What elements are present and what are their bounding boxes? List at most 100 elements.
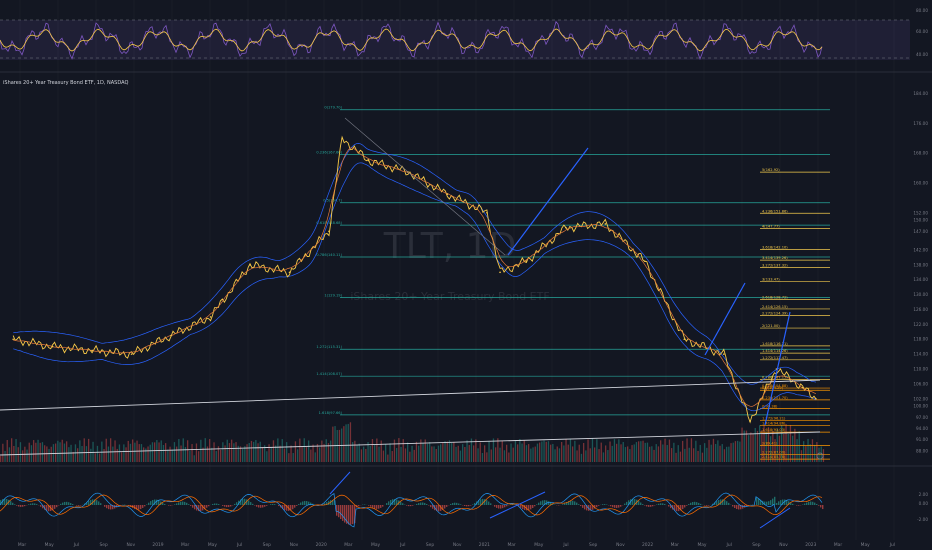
volume-bar — [572, 446, 574, 462]
macd-histogram-bar — [452, 503, 454, 505]
macd-histogram-bar — [96, 500, 98, 505]
blue-trendline-2022b[interactable] — [764, 311, 791, 426]
volume-bar — [294, 441, 297, 462]
macd-histogram-bar — [722, 499, 724, 505]
macd-histogram-bar — [112, 505, 114, 510]
macd-histogram-bar — [704, 505, 706, 506]
macd-histogram-bar — [436, 505, 438, 512]
volume-bar — [655, 444, 657, 462]
macd-pane[interactable] — [0, 471, 824, 529]
volume-bar — [279, 445, 281, 462]
rsi-axis[interactable]: 80.00 60.00 40.00 — [916, 8, 928, 57]
volume-bar — [165, 443, 167, 462]
long-trendline-lower[interactable] — [0, 431, 821, 456]
macd-histogram-bar — [664, 503, 666, 505]
macd-histogram-bar — [16, 505, 18, 506]
rsi-pane[interactable] — [0, 19, 910, 61]
volume-bar — [292, 453, 294, 462]
time-tick-label: Jul — [236, 542, 242, 548]
volume-bar — [743, 430, 745, 462]
volume-bar — [178, 439, 180, 462]
macd-histogram-bar — [484, 499, 486, 505]
macd-histogram-bar — [154, 499, 156, 505]
fib-extension-label: 2.414(85.78) — [762, 455, 786, 459]
volume-bar — [792, 435, 794, 462]
macd-histogram-bar — [62, 502, 64, 505]
macd-histogram-bar — [266, 505, 268, 506]
blue-trendline-2021[interactable] — [507, 147, 589, 256]
volume-bar — [706, 447, 708, 462]
time-tick-label: Sep — [426, 542, 434, 548]
macd-histogram-bar — [242, 498, 244, 505]
volume-bar — [354, 440, 356, 462]
volume-bar — [710, 444, 712, 462]
macd-histogram-bar — [506, 505, 508, 507]
macd-histogram-bar — [700, 503, 702, 505]
macd-histogram-bar — [706, 505, 708, 506]
price-axis[interactable]: 184.00 176.00 168.00 160.00 152.00 150.00 147.… — [913, 91, 928, 453]
price-tick-label: 91.00 — [916, 437, 928, 442]
macd-histogram-bar — [742, 505, 744, 509]
volume-bar — [580, 453, 583, 462]
volume-bar — [745, 430, 748, 462]
macd-histogram-bar — [784, 499, 786, 505]
volume-bar — [107, 446, 110, 462]
macd-histogram-bar — [342, 505, 344, 521]
long-trendline-upper[interactable] — [0, 379, 821, 411]
macd-trendline-1[interactable] — [489, 491, 546, 519]
volume-bar — [4, 450, 6, 462]
macd-histogram-bar — [524, 505, 526, 510]
volume-bar — [490, 449, 492, 462]
macd-histogram-bar — [32, 503, 34, 505]
blue-trendline-2022[interactable] — [704, 282, 746, 356]
volume-bar — [477, 448, 479, 462]
macd-histogram-bar — [382, 505, 384, 507]
volume-bar — [123, 444, 125, 462]
macd-histogram-bar — [522, 505, 524, 510]
time-tick-label: Sep — [589, 542, 597, 548]
fib-retracement-lines[interactable]: 0(179.70)0.236(167.66)0.5(154.7)0.618(14… — [316, 106, 830, 460]
macd-histogram-bar — [814, 502, 816, 505]
volume-bar — [435, 449, 437, 462]
volume-bar — [671, 448, 673, 462]
price-tick-label: 176.00 — [913, 121, 928, 126]
volume-bar — [613, 439, 616, 462]
volume-bar — [404, 448, 407, 462]
macd-tick-label: 0.00 — [919, 501, 929, 506]
volume-bar — [699, 444, 701, 462]
macd-trendline-2[interactable] — [759, 507, 791, 529]
volume-bar — [365, 448, 367, 462]
volume-bar — [374, 445, 376, 462]
macd-axis[interactable]: 2.00 0.00 -2.00 — [917, 492, 928, 522]
grey-trendline-2020[interactable] — [344, 117, 506, 256]
volume-bar — [92, 441, 94, 462]
volume-bar — [587, 439, 589, 462]
macd-histogram-bar — [416, 503, 418, 505]
macd-histogram-bar — [272, 503, 274, 505]
volume-bar — [717, 440, 719, 462]
macd-histogram-bar — [270, 504, 272, 505]
volume-bar — [532, 447, 534, 462]
volume-bar — [312, 444, 314, 462]
macd-histogram-bar — [284, 505, 286, 511]
fib-extension-label: 3(133.47) — [762, 278, 780, 282]
macd-histogram-bar — [76, 505, 78, 506]
current-price-marker[interactable] — [816, 452, 824, 460]
volume-bar — [774, 439, 776, 462]
macd-histogram-bar — [238, 500, 240, 505]
macd-histogram-bar — [474, 502, 476, 505]
time-axis[interactable]: Mar May Jul Sep Nov 2019 Mar May Jul Sep Nov 2020 Ma… — [18, 542, 895, 548]
volume-bar — [684, 448, 686, 462]
time-tick-label: Nov — [453, 542, 462, 548]
macd-trendline-3[interactable] — [329, 471, 351, 495]
volume-bar — [695, 440, 697, 462]
volume-bar — [554, 449, 556, 462]
volume-bar — [756, 430, 759, 462]
macd-histogram-bar — [498, 505, 500, 509]
macd-histogram-bar — [6, 498, 8, 505]
price-tick-label: 126.00 — [913, 307, 928, 312]
macd-histogram-bar — [650, 505, 652, 507]
macd-histogram-bar — [292, 505, 294, 510]
price-point — [486, 211, 488, 214]
